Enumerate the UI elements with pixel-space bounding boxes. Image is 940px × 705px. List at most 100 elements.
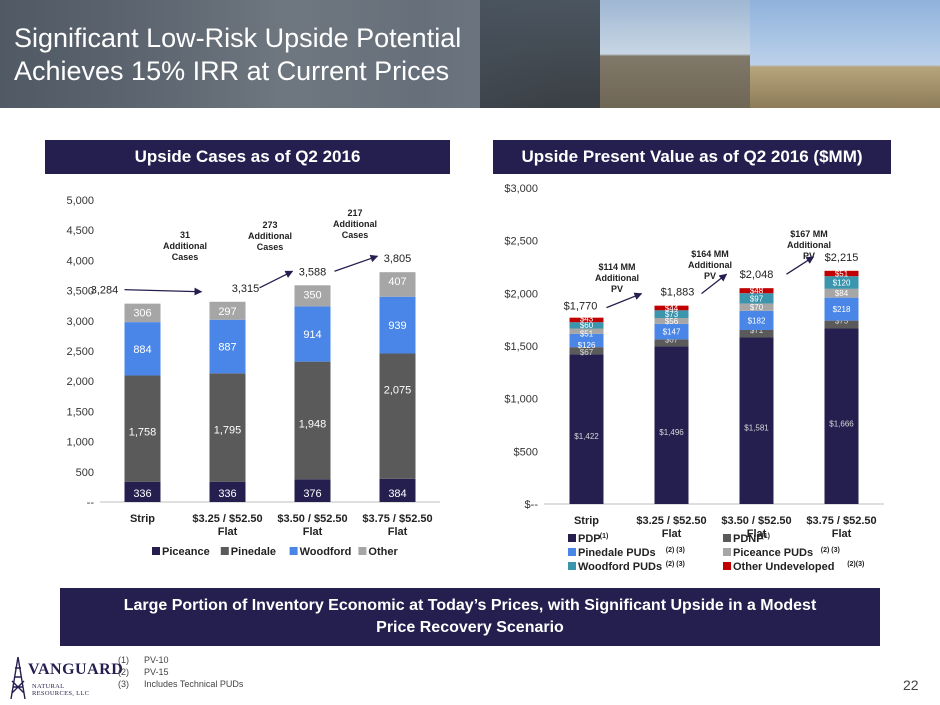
bar-segment-pdp (569, 354, 604, 504)
legend-swatch (289, 547, 298, 555)
bar-segment-woodford-puds (654, 310, 689, 318)
page-title: Significant Low-Risk Upside Potential Ac… (14, 22, 461, 88)
y-tick-label: $2,500 (504, 236, 538, 248)
footnote-3: (3) Includes Technical PUDs (118, 679, 244, 689)
bar-segment-pdnp (824, 320, 859, 329)
bar-segment-other (379, 272, 416, 297)
bar-segment-piceance (294, 479, 331, 502)
legend-label: Pinedale (231, 546, 276, 558)
conclusion-line2: Price Recovery Scenario (376, 619, 564, 636)
y-tick-label: 4,000 (66, 255, 94, 267)
bar-segment-piceance-puds (569, 328, 604, 334)
bar-segment-pinedale-puds (654, 323, 689, 340)
legend-label: Other Undeveloped (733, 561, 834, 573)
bar-segment-piceance (379, 478, 416, 502)
bar-total-label: $1,770 (564, 301, 598, 313)
y-tick-label: $3,000 (504, 183, 538, 195)
bar-value-label: $75 (835, 317, 849, 326)
annotation-text: Additional (163, 241, 207, 251)
y-tick-label: -- (87, 497, 95, 509)
annotation-arrow (124, 287, 203, 296)
x-tick-label-line2: Flat (747, 528, 767, 540)
conclusion-banner: Large Portion of Inventory Economic at T… (60, 588, 880, 646)
right-chart-header: Upside Present Value as of Q2 2016 ($MM) (493, 140, 891, 174)
company-logo: VANGUARD NATURAL RESOURCES, LLC (8, 655, 123, 701)
bar-segment-pinedale (294, 361, 331, 480)
bar-segment-pdnp (654, 339, 689, 347)
page-number: 22 (903, 677, 919, 693)
bar-value-label: $1,581 (744, 424, 769, 433)
y-tick-label: $500 (514, 446, 538, 458)
bar-value-label: 297 (218, 306, 236, 318)
header-banner (0, 0, 940, 108)
annotation-text: 217 (347, 208, 362, 218)
bar-value-label: $67 (580, 348, 594, 357)
bar-segment-woodford (379, 296, 416, 354)
annotation-arrow (606, 292, 643, 309)
legend-label: Pinedale PUDs (578, 547, 656, 559)
upside-cases-chart: -- 500 1,000 1,500 2,000 2,500 3,000 3,500 4,000… (66, 195, 440, 558)
y-tick-label: 5,000 (66, 195, 94, 207)
bar-value-label: 1,948 (299, 419, 327, 431)
legend-swatch (723, 534, 731, 542)
bar-segment-pinedale-puds (739, 310, 774, 330)
bar-value-label: 336 (133, 488, 151, 500)
bar-segment-other-undeveloped (569, 317, 604, 323)
bar-segment-piceance-puds (654, 317, 689, 324)
annotation-text: Cases (257, 242, 284, 252)
x-tick-label: $3.25 / $52.50 (192, 513, 262, 525)
bar-value-label: $67 (665, 335, 679, 344)
x-tick-label-line2: Flat (662, 528, 682, 540)
derrick-icon (10, 656, 26, 700)
annotation-text: PV (611, 284, 623, 294)
x-tick-label: Strip (574, 515, 599, 527)
bar-segment-other-undeveloped (824, 270, 859, 277)
bar-value-label: 884 (133, 344, 151, 356)
bar-value-label: 2,075 (384, 384, 412, 396)
y-tick-label: $1,500 (504, 341, 538, 353)
bar-value-label: 376 (303, 488, 321, 500)
legend-footnote-marker: (2) (3) (821, 547, 840, 554)
annotation-text: Additional (333, 219, 377, 229)
bar-segment-other (124, 303, 161, 323)
annotation-text: Cases (342, 230, 369, 240)
bar-value-label: 914 (303, 329, 321, 341)
annotation-text: Additional (595, 273, 639, 283)
bar-segment-woodford (124, 322, 161, 376)
y-tick-label: 1,000 (66, 437, 94, 449)
bar-value-label: 407 (388, 276, 406, 288)
bar-value-label: 939 (388, 320, 406, 332)
bar-segment-pdp (739, 337, 774, 504)
x-tick-label-line2: Flat (388, 526, 408, 538)
footnote-2: (2) PV-15 (118, 667, 169, 677)
legend-footnote-marker: (2) (3) (666, 561, 685, 568)
annotation-text: $167 MM (790, 229, 828, 239)
bar-total-label: 3,284 (91, 285, 119, 297)
page-title-line2: Achieves 15% IRR at Current Prices (14, 56, 450, 86)
annotation-arrow (701, 273, 728, 295)
bar-value-label: $1,422 (574, 432, 599, 441)
bar-total-label: $1,883 (661, 287, 695, 299)
bar-value-label: 1,758 (129, 427, 157, 439)
bar-segment-pinedale (124, 375, 161, 482)
bar-segment-pdnp (739, 329, 774, 338)
bar-value-label: $73 (665, 310, 679, 319)
banner-shade (0, 0, 940, 108)
bar-value-label: $147 (663, 328, 681, 337)
annotation-text: PV (704, 271, 716, 281)
legend-footnote-marker: (2)(3) (847, 561, 864, 568)
annotation-text: $164 MM (691, 249, 729, 259)
bar-segment-pinedale-puds (569, 333, 604, 348)
annotation-text: Additional (688, 260, 732, 270)
bar-segment-piceance-puds (739, 303, 774, 311)
bar-value-label: $60 (580, 321, 594, 330)
x-tick-label: $3.75 / $52.50 (362, 513, 432, 525)
legend-label: Woodford (300, 546, 352, 558)
bar-value-label: $71 (750, 326, 764, 335)
bar-value-label: 306 (133, 308, 151, 320)
legend-swatch (723, 562, 731, 570)
legend-footnote-marker: (1) (761, 533, 770, 540)
bar-segment-woodford-puds (739, 293, 774, 304)
y-tick-label: $-- (525, 499, 539, 511)
bar-segment-pdp (824, 328, 859, 504)
